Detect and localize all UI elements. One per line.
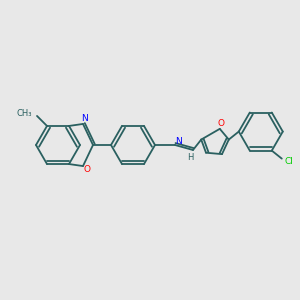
Text: Cl: Cl [284,157,293,166]
Text: N: N [81,114,87,123]
Text: CH₃: CH₃ [16,110,32,118]
Text: H: H [187,152,193,161]
Text: N: N [176,136,182,146]
Text: O: O [217,119,224,128]
Text: O: O [83,165,91,174]
